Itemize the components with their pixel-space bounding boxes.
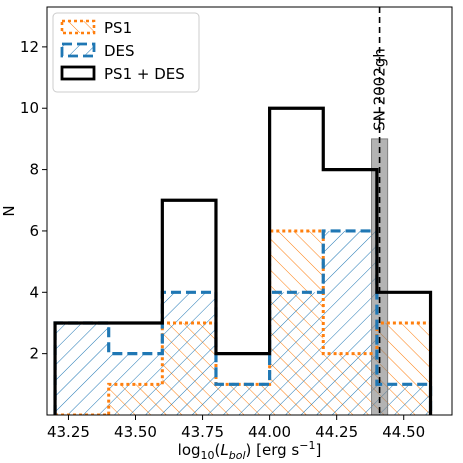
hist-bar-des-2 bbox=[162, 292, 216, 415]
legend: PS1 DES PS1 + DES bbox=[52, 12, 200, 93]
legend-swatch-fill-ps1 bbox=[62, 21, 94, 33]
series-outline-des bbox=[53, 229, 433, 415]
legend-swatch-fill-des bbox=[62, 44, 94, 56]
x-tick-label: 43.75 bbox=[181, 423, 224, 441]
y-axis-title: N bbox=[0, 205, 18, 216]
reference-label: SN 2002gh bbox=[371, 48, 389, 131]
plot-frame bbox=[46, 6, 453, 416]
legend-swatch-ps1-des bbox=[60, 65, 96, 81]
legend-swatch-des bbox=[60, 42, 96, 58]
hist-bar-des-0 bbox=[55, 322, 109, 415]
y-tick-label: 6 bbox=[29, 222, 39, 240]
legend-label-ps1: PS1 bbox=[104, 19, 132, 37]
x-axis-title: log10(Lbol) [erg s−1] bbox=[178, 439, 322, 462]
hist-bar-des-4 bbox=[269, 292, 324, 415]
y-tick-label: 8 bbox=[29, 161, 39, 179]
hist-bar-des-5 bbox=[323, 230, 377, 415]
x-axis: 43.25 43.50 43.75 44.00 44.25 44.50 bbox=[47, 415, 425, 441]
y-tick-label: 4 bbox=[29, 283, 39, 301]
y-tick-label: 2 bbox=[29, 345, 39, 363]
y-axis: 2 4 6 8 10 12 bbox=[20, 38, 47, 363]
y-tick-label: 10 bbox=[20, 99, 39, 117]
legend-swatch-ps1 bbox=[60, 19, 96, 35]
x-tick-label: 44.25 bbox=[315, 423, 358, 441]
series-outline-ps1 bbox=[55, 229, 433, 415]
x-tick-label: 44.50 bbox=[382, 423, 425, 441]
legend-label-ps1-des: PS1 + DES bbox=[104, 65, 185, 83]
plot-area bbox=[53, 7, 433, 415]
y-tick-label: 12 bbox=[20, 38, 39, 56]
x-tick-label: 43.50 bbox=[114, 423, 157, 441]
series-outline-ps1-des bbox=[53, 106, 433, 415]
legend-label-des: DES bbox=[104, 42, 135, 60]
x-tick-label: 44.00 bbox=[248, 423, 291, 441]
hist-bar-des-1 bbox=[108, 353, 163, 415]
x-tick-label: 43.25 bbox=[47, 423, 90, 441]
hist-bar-des-3 bbox=[215, 384, 270, 415]
